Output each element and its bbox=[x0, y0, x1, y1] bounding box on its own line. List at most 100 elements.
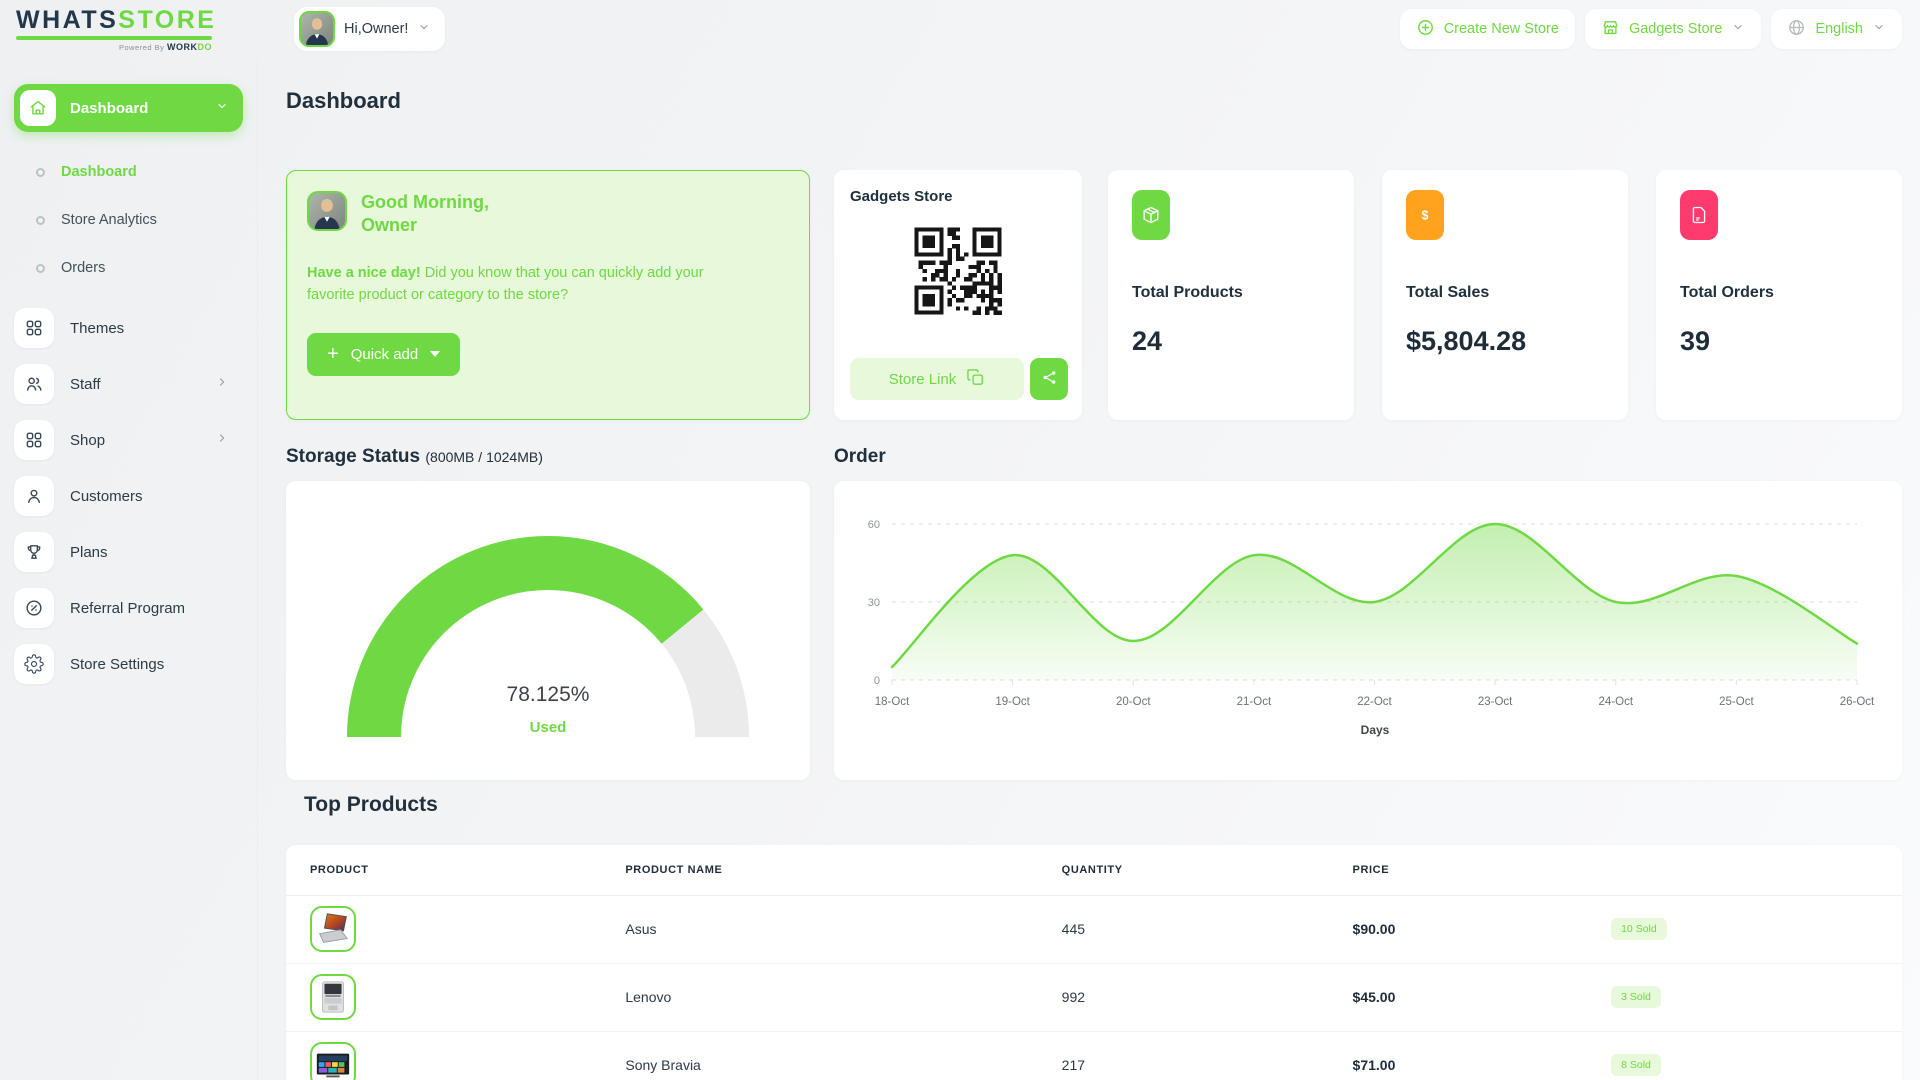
svg-text:60: 60 bbox=[868, 519, 880, 531]
gear-icon bbox=[24, 654, 44, 674]
sold-badge: 10 Sold bbox=[1611, 918, 1667, 940]
chevron-right-icon bbox=[220, 378, 225, 386]
sidebar-item-store-analytics[interactable]: Store Analytics bbox=[14, 196, 243, 244]
storage-gauge bbox=[347, 536, 749, 738]
logo-text: WHATSSTORE bbox=[16, 6, 217, 34]
language-selector-button[interactable]: English bbox=[1771, 9, 1902, 49]
storefront-icon bbox=[1601, 18, 1620, 41]
sidebar-item-store-settings[interactable]: Store Settings bbox=[14, 636, 243, 692]
stat-label: Total Products bbox=[1132, 284, 1243, 301]
stat-label: Total Orders bbox=[1680, 284, 1774, 301]
sidebar-item-plans[interactable]: Plans bbox=[14, 524, 243, 580]
stat-label: Total Sales bbox=[1406, 284, 1490, 301]
storage-used-label: Used bbox=[529, 719, 567, 736]
order-chart-heading: Order bbox=[834, 446, 886, 467]
table-row-lenovo[interactable]: Lenovo 992 $45.00 3 Sold bbox=[286, 963, 1902, 1032]
sidebar-item-shop[interactable]: Shop bbox=[14, 412, 243, 468]
col-price: Price bbox=[1352, 845, 1612, 896]
greeting-card: Good Morning, Owner Have a nice day! Did… bbox=[286, 170, 810, 420]
product-image bbox=[310, 906, 356, 952]
sidebar-item-themes[interactable]: Themes bbox=[14, 300, 243, 356]
topbar: WHATSSTORE Powered By WORKDO Hi,Owner! C… bbox=[0, 0, 1920, 58]
sold-badge: 8 Sold bbox=[1611, 1054, 1661, 1076]
table-row-sony-bravia[interactable]: Sony Bravia 217 $71.00 8 Sold bbox=[286, 1031, 1902, 1080]
caret-down-icon bbox=[430, 351, 441, 358]
svg-text:19-Oct: 19-Oct bbox=[995, 696, 1030, 708]
chevron-down-icon bbox=[420, 25, 429, 30]
quick-add-button[interactable]: + Quick add bbox=[307, 332, 461, 376]
product-image-laptop-top bbox=[322, 981, 344, 1013]
greeting-message: Have a nice day! Did you know that you c… bbox=[307, 265, 704, 304]
col-quantity: Quantity bbox=[1061, 845, 1353, 896]
users-icon bbox=[26, 377, 42, 391]
grid-icon bbox=[26, 432, 42, 448]
invoice-icon bbox=[1692, 206, 1706, 224]
product-name: Asus bbox=[625, 895, 1062, 964]
logo-powered-by: Powered By WORKDO bbox=[118, 42, 212, 52]
svg-text:21-Oct: 21-Oct bbox=[1237, 696, 1272, 708]
svg-text:18-Oct: 18-Oct bbox=[875, 696, 910, 708]
grid-icon bbox=[26, 320, 42, 336]
product-price: $90.00 bbox=[1352, 895, 1612, 964]
svg-text:24-Oct: 24-Oct bbox=[1599, 696, 1634, 708]
product-image bbox=[310, 1042, 356, 1080]
copy-icon bbox=[967, 368, 984, 385]
sidebar-item-orders[interactable]: Orders bbox=[14, 244, 243, 292]
col-product-name: Product Name bbox=[625, 845, 1062, 896]
svg-text:0: 0 bbox=[874, 675, 880, 687]
svg-text:25-Oct: 25-Oct bbox=[1719, 696, 1754, 708]
stat-value: 24 bbox=[1132, 326, 1163, 356]
table-row-asus[interactable]: Asus 445 $90.00 10 Sold bbox=[286, 895, 1902, 964]
stat-value: 39 bbox=[1680, 326, 1711, 356]
product-price: $45.00 bbox=[1352, 963, 1612, 1032]
sidebar-item-dashboard[interactable]: Dashboard bbox=[14, 148, 243, 196]
col-product: Product bbox=[286, 845, 626, 896]
product-quantity: 992 bbox=[1061, 963, 1353, 1032]
store-qr-code bbox=[850, 219, 1066, 323]
sidebar-item-staff[interactable]: Staff bbox=[14, 356, 243, 412]
store-selector-button[interactable]: Gadgets Store bbox=[1584, 9, 1762, 49]
top-products-heading: Top Products bbox=[304, 793, 438, 816]
dollar-icon: $ bbox=[1406, 190, 1444, 240]
chevron-down-icon bbox=[218, 104, 226, 109]
user-menu-button[interactable]: Hi,Owner! bbox=[294, 7, 446, 51]
create-new-store-button[interactable]: Create New Store bbox=[1399, 9, 1575, 49]
share-button[interactable] bbox=[1030, 358, 1068, 400]
svg-text:23-Oct: 23-Oct bbox=[1478, 696, 1513, 708]
plus-icon: + bbox=[327, 343, 339, 366]
top-products-table-card: Product Product Name Quantity Price Asus… bbox=[286, 845, 1902, 1080]
trophy-icon bbox=[27, 545, 41, 559]
avatar-photo bbox=[309, 193, 345, 229]
whatsstore-logo[interactable]: WHATSSTORE Powered By WORKDO bbox=[16, 8, 226, 52]
sidebar-item-referral-program[interactable]: Referral Program bbox=[14, 580, 243, 636]
share-icon bbox=[1041, 369, 1058, 389]
invoice-icon bbox=[1680, 190, 1718, 240]
sold-badge: 3 Sold bbox=[1611, 986, 1661, 1008]
sidebar: Dashboard Dashboard Store Analytics Orders… bbox=[0, 58, 258, 1080]
sidebar-dashboard-submenu: Dashboard Store Analytics Orders bbox=[14, 148, 243, 292]
store-name: Gadgets Store bbox=[850, 188, 953, 205]
globe-icon bbox=[1789, 19, 1805, 35]
home-icon bbox=[20, 90, 56, 126]
avatar-photo bbox=[301, 13, 333, 45]
chevron-down-icon bbox=[215, 99, 229, 117]
product-name: Sony Bravia bbox=[625, 1031, 1062, 1080]
bullet-icon bbox=[36, 263, 45, 273]
svg-text:30: 30 bbox=[868, 597, 880, 609]
sidebar-item-dashboard-group[interactable]: Dashboard bbox=[14, 84, 243, 132]
badge-percent-icon bbox=[26, 600, 42, 616]
store-qr-card: Gadgets Store Store Link bbox=[834, 170, 1082, 420]
chevron-right-icon bbox=[220, 434, 225, 442]
svg-text:$: $ bbox=[1422, 208, 1429, 222]
sidebar-menu: Themes Staff Shop Customers Plans Referral Pr… bbox=[14, 300, 243, 692]
home-icon bbox=[30, 100, 46, 115]
stat-card-total-products: Total Products 24 bbox=[1108, 170, 1354, 420]
store-link-button[interactable]: Store Link bbox=[850, 358, 1024, 400]
order-chart-card: 60 30 0 18-Oct 19-Oct 20-Oct 21-Oct 22-Oct 23-Oc… bbox=[834, 481, 1902, 780]
product-quantity: 445 bbox=[1061, 895, 1353, 964]
chevron-down-icon bbox=[1734, 25, 1743, 30]
greeting-title: Good Morning, Owner bbox=[361, 192, 489, 235]
storefront-icon bbox=[1603, 20, 1618, 34]
sidebar-item-customers[interactable]: Customers bbox=[14, 468, 243, 524]
globe-icon bbox=[1787, 18, 1806, 41]
